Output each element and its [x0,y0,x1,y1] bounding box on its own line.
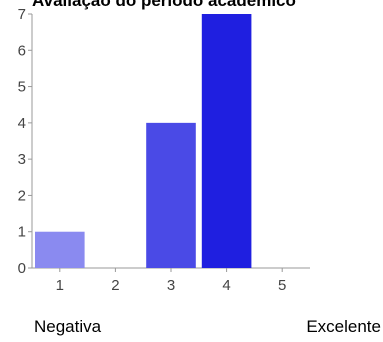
y-axis: 0 1 2 3 4 5 6 7 [18,6,33,277]
x-axis: 1 2 3 4 5 [32,267,310,294]
y-tick-label: 1 [18,224,26,241]
scale-low-label: Negativa [34,317,102,336]
x-tick-label: 1 [56,277,64,294]
x-tick-label: 2 [111,277,119,294]
scale-high-label: Excelente [306,317,381,336]
y-tick-label: 0 [18,260,26,277]
y-tick-label: 3 [18,151,26,168]
y-tick-label: 2 [18,187,26,204]
bar-4 [201,14,252,268]
y-tick-label: 6 [18,42,26,59]
y-tick-label: 5 [18,79,26,96]
bar-1 [35,231,85,268]
y-tick-label: 7 [18,6,26,23]
chart-title: Avaliação do período acadêmico [32,0,296,10]
bar-chart: Avaliação do período acadêmico 01234567 … [18,0,310,294]
x-tick-label: 5 [278,277,286,294]
y-tick-label: 4 [18,115,26,132]
x-tick-label: 4 [222,277,230,294]
bars [35,14,252,268]
bar-3 [146,122,196,268]
x-tick-label: 3 [167,277,175,294]
